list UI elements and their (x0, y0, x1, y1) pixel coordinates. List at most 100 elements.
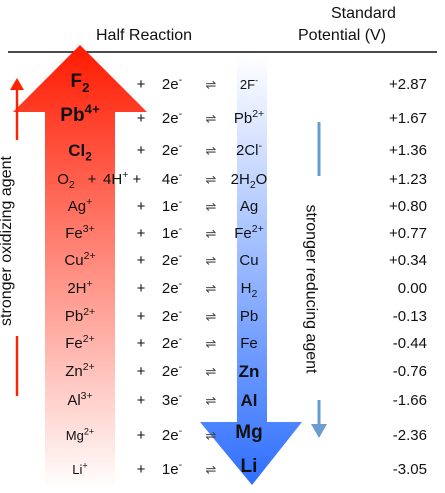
reductant: Li (240, 456, 258, 477)
formula-part: Li (72, 462, 83, 477)
standard-potential-header-line1: Standard (331, 5, 396, 22)
electrons: 2e- (161, 108, 183, 127)
formula-part: F (70, 71, 83, 92)
equilibrium-arrows-icon: ⇌ (205, 462, 217, 477)
standard-potential-value: +2.87 (389, 76, 427, 93)
stronger-reducing-agent-label: stronger reducing agent (302, 204, 320, 374)
formula-part: 2e (161, 308, 179, 325)
formula-part: 2 (251, 288, 258, 300)
plus-sign: + (136, 110, 146, 127)
formula-part: Zn (238, 362, 260, 381)
formula-part: + (82, 460, 88, 471)
plus-sign: + (136, 280, 146, 297)
plus-sign: + (136, 461, 146, 478)
reductant: 2F- (240, 75, 259, 93)
plus-sign: + (136, 76, 146, 93)
electrons: 2e- (162, 140, 183, 159)
formula-part: - (255, 75, 259, 86)
oxidant: Fe2+ (65, 334, 95, 352)
formula-part: Pb (233, 110, 253, 127)
equilibrium-arrows-icon: ⇌ (205, 226, 217, 241)
formula-part: 2+ (251, 223, 264, 235)
plus-sign: + (136, 198, 146, 215)
formula-part: Fe (65, 225, 83, 242)
equilibrium-arrows-icon: ⇌ (205, 172, 217, 187)
formula-part: Mg (65, 428, 84, 443)
formula-part: 2H (67, 280, 87, 297)
formula-part: Ag (67, 198, 87, 215)
formula-part: O (57, 171, 69, 188)
oxidant: Fe3+ (65, 223, 95, 242)
formula-part: Cl (68, 141, 86, 160)
formula-part: 2 (68, 179, 75, 191)
formula-part: + (86, 196, 93, 208)
electrons: 2e- (161, 278, 183, 297)
formula-part: - (178, 278, 183, 290)
coefficient: 4H+ + (103, 170, 141, 188)
plus-sign: + (136, 252, 146, 269)
formula-part: 4e (161, 171, 179, 188)
formula-part: 2e (161, 427, 179, 444)
formula-part: Al (67, 392, 81, 409)
formula-part: - (258, 140, 263, 152)
formula-part: 3e (161, 392, 179, 409)
formula-part: 3+ (82, 223, 95, 235)
formula-part: 2 (249, 179, 256, 191)
formula-part: - (178, 108, 183, 120)
formula-part: 2 (82, 79, 90, 95)
formula-part: + (86, 278, 93, 290)
reductant: Fe2+ (234, 223, 264, 242)
formula-part: Cu (64, 252, 84, 269)
plus-sign: + (87, 171, 97, 188)
down-blue-arrow-icon (311, 122, 327, 438)
oxidant: Ag+ (67, 196, 93, 215)
standard-potential-value: +0.80 (389, 198, 427, 215)
formula-part: 4+ (84, 101, 100, 117)
formula-part: 2e (161, 335, 179, 352)
formula-part: - (178, 333, 183, 345)
formula-part: 2 (85, 149, 92, 164)
formula-part: - (178, 223, 183, 235)
reductant: 2Cl- (235, 140, 263, 159)
standard-potential-value: +0.77 (389, 225, 427, 242)
formula-part: Li (240, 456, 258, 477)
standard-potential-value: +1.36 (389, 142, 427, 159)
half-reaction-header: Half Reaction (96, 27, 193, 44)
equilibrium-arrows-icon: ⇌ (205, 77, 217, 92)
reductant: Pb (240, 309, 258, 325)
reductant: H2 (241, 281, 258, 300)
electrons: 2e- (161, 425, 183, 444)
formula-part: 1e (161, 198, 179, 215)
oxidant: Mg2+ (65, 427, 94, 444)
oxidant: Pb4+ (60, 103, 99, 125)
formula-part: Zn (65, 363, 83, 380)
plus-sign: + (136, 427, 146, 444)
formula-part: - (178, 361, 183, 373)
formula-part: - (178, 250, 183, 262)
formula-part: 2Cl (235, 142, 259, 159)
formula-part: 2e (161, 110, 179, 127)
standard-potential-value: +1.23 (389, 171, 427, 188)
formula-part: - (178, 425, 183, 437)
stronger-oxidizing-agent-label: stronger oxidizing agent (0, 156, 15, 326)
oxidant: Li+ (72, 460, 88, 478)
oxidizing-strength-arrow (13, 45, 147, 490)
equilibrium-arrows-icon: ⇌ (205, 336, 217, 351)
formula-part: Mg (235, 422, 263, 443)
oxidant: 2H+ (67, 278, 93, 297)
formula-part: 2e (161, 76, 179, 93)
formula-part: - (178, 140, 183, 152)
standard-potential-value: -0.13 (392, 308, 427, 325)
equilibrium-arrows-icon: ⇌ (205, 428, 217, 443)
electrons: 4e- (161, 170, 182, 188)
plus-sign: + (136, 225, 146, 242)
plus-sign: + (136, 142, 146, 159)
formula-part: - (178, 459, 183, 471)
electrons: 2e- (161, 307, 182, 325)
formula-part: Cu (239, 252, 259, 269)
electrons: 2e- (162, 250, 183, 269)
formula-part: 2e (161, 280, 179, 297)
standard-potential-header-line2: Potential (V) (298, 27, 387, 44)
